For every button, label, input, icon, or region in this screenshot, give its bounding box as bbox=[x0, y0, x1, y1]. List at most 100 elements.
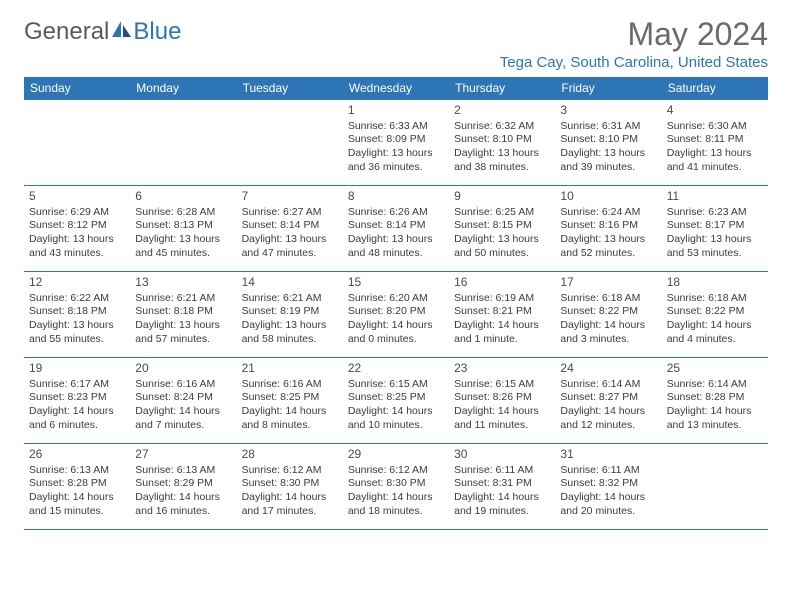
day-cell: 16Sunrise: 6:19 AMSunset: 8:21 PMDayligh… bbox=[449, 272, 555, 358]
day-info: Sunrise: 6:31 AMSunset: 8:10 PMDaylight:… bbox=[560, 120, 656, 175]
empty-cell bbox=[237, 100, 343, 186]
day-info: Sunrise: 6:11 AMSunset: 8:31 PMDaylight:… bbox=[454, 464, 550, 519]
day-info: Sunrise: 6:14 AMSunset: 8:27 PMDaylight:… bbox=[560, 378, 656, 433]
day-cell: 29Sunrise: 6:12 AMSunset: 8:30 PMDayligh… bbox=[343, 444, 449, 530]
day-cell: 2Sunrise: 6:32 AMSunset: 8:10 PMDaylight… bbox=[449, 100, 555, 186]
title-block: May 2024 Tega Cay, South Carolina, Unite… bbox=[500, 18, 768, 71]
day-info: Sunrise: 6:15 AMSunset: 8:26 PMDaylight:… bbox=[454, 378, 550, 433]
day-info: Sunrise: 6:12 AMSunset: 8:30 PMDaylight:… bbox=[242, 464, 338, 519]
empty-cell bbox=[24, 100, 130, 186]
month-title: May 2024 bbox=[500, 18, 768, 50]
logo-sail-icon bbox=[111, 18, 133, 46]
day-number: 7 bbox=[242, 189, 338, 205]
day-cell: 27Sunrise: 6:13 AMSunset: 8:29 PMDayligh… bbox=[130, 444, 236, 530]
calendar-row: 5Sunrise: 6:29 AMSunset: 8:12 PMDaylight… bbox=[24, 186, 768, 272]
day-info: Sunrise: 6:13 AMSunset: 8:29 PMDaylight:… bbox=[135, 464, 231, 519]
day-number: 21 bbox=[242, 361, 338, 377]
day-cell: 1Sunrise: 6:33 AMSunset: 8:09 PMDaylight… bbox=[343, 100, 449, 186]
day-number: 5 bbox=[29, 189, 125, 205]
logo-text-general: General bbox=[24, 18, 109, 46]
day-info: Sunrise: 6:22 AMSunset: 8:18 PMDaylight:… bbox=[29, 292, 125, 347]
calendar-row: 12Sunrise: 6:22 AMSunset: 8:18 PMDayligh… bbox=[24, 272, 768, 358]
day-info: Sunrise: 6:29 AMSunset: 8:12 PMDaylight:… bbox=[29, 206, 125, 261]
day-info: Sunrise: 6:20 AMSunset: 8:20 PMDaylight:… bbox=[348, 292, 444, 347]
calendar-row: 1Sunrise: 6:33 AMSunset: 8:09 PMDaylight… bbox=[24, 100, 768, 186]
day-cell: 18Sunrise: 6:18 AMSunset: 8:22 PMDayligh… bbox=[662, 272, 768, 358]
day-info: Sunrise: 6:30 AMSunset: 8:11 PMDaylight:… bbox=[667, 120, 763, 175]
day-number: 22 bbox=[348, 361, 444, 377]
day-info: Sunrise: 6:17 AMSunset: 8:23 PMDaylight:… bbox=[29, 378, 125, 433]
empty-cell bbox=[662, 444, 768, 530]
day-number: 26 bbox=[29, 447, 125, 463]
day-number: 14 bbox=[242, 275, 338, 291]
day-cell: 30Sunrise: 6:11 AMSunset: 8:31 PMDayligh… bbox=[449, 444, 555, 530]
day-cell: 14Sunrise: 6:21 AMSunset: 8:19 PMDayligh… bbox=[237, 272, 343, 358]
logo: General Blue bbox=[24, 18, 181, 46]
day-number: 2 bbox=[454, 103, 550, 119]
day-number: 10 bbox=[560, 189, 656, 205]
day-info: Sunrise: 6:11 AMSunset: 8:32 PMDaylight:… bbox=[560, 464, 656, 519]
day-cell: 20Sunrise: 6:16 AMSunset: 8:24 PMDayligh… bbox=[130, 358, 236, 444]
day-header: Thursday bbox=[449, 77, 555, 100]
day-cell: 26Sunrise: 6:13 AMSunset: 8:28 PMDayligh… bbox=[24, 444, 130, 530]
day-info: Sunrise: 6:24 AMSunset: 8:16 PMDaylight:… bbox=[560, 206, 656, 261]
day-cell: 8Sunrise: 6:26 AMSunset: 8:14 PMDaylight… bbox=[343, 186, 449, 272]
day-cell: 17Sunrise: 6:18 AMSunset: 8:22 PMDayligh… bbox=[555, 272, 661, 358]
day-number: 16 bbox=[454, 275, 550, 291]
day-info: Sunrise: 6:13 AMSunset: 8:28 PMDaylight:… bbox=[29, 464, 125, 519]
day-number: 17 bbox=[560, 275, 656, 291]
day-cell: 3Sunrise: 6:31 AMSunset: 8:10 PMDaylight… bbox=[555, 100, 661, 186]
day-info: Sunrise: 6:26 AMSunset: 8:14 PMDaylight:… bbox=[348, 206, 444, 261]
day-number: 4 bbox=[667, 103, 763, 119]
day-cell: 25Sunrise: 6:14 AMSunset: 8:28 PMDayligh… bbox=[662, 358, 768, 444]
day-header: Friday bbox=[555, 77, 661, 100]
day-cell: 31Sunrise: 6:11 AMSunset: 8:32 PMDayligh… bbox=[555, 444, 661, 530]
day-cell: 21Sunrise: 6:16 AMSunset: 8:25 PMDayligh… bbox=[237, 358, 343, 444]
day-number: 23 bbox=[454, 361, 550, 377]
day-cell: 24Sunrise: 6:14 AMSunset: 8:27 PMDayligh… bbox=[555, 358, 661, 444]
logo-text-blue: Blue bbox=[133, 18, 181, 46]
day-number: 12 bbox=[29, 275, 125, 291]
day-header: Wednesday bbox=[343, 77, 449, 100]
day-info: Sunrise: 6:25 AMSunset: 8:15 PMDaylight:… bbox=[454, 206, 550, 261]
day-info: Sunrise: 6:18 AMSunset: 8:22 PMDaylight:… bbox=[560, 292, 656, 347]
day-info: Sunrise: 6:14 AMSunset: 8:28 PMDaylight:… bbox=[667, 378, 763, 433]
day-info: Sunrise: 6:28 AMSunset: 8:13 PMDaylight:… bbox=[135, 206, 231, 261]
day-cell: 6Sunrise: 6:28 AMSunset: 8:13 PMDaylight… bbox=[130, 186, 236, 272]
day-cell: 28Sunrise: 6:12 AMSunset: 8:30 PMDayligh… bbox=[237, 444, 343, 530]
day-info: Sunrise: 6:15 AMSunset: 8:25 PMDaylight:… bbox=[348, 378, 444, 433]
empty-cell bbox=[130, 100, 236, 186]
day-info: Sunrise: 6:21 AMSunset: 8:18 PMDaylight:… bbox=[135, 292, 231, 347]
day-cell: 10Sunrise: 6:24 AMSunset: 8:16 PMDayligh… bbox=[555, 186, 661, 272]
day-header: Tuesday bbox=[237, 77, 343, 100]
day-info: Sunrise: 6:12 AMSunset: 8:30 PMDaylight:… bbox=[348, 464, 444, 519]
day-header: Sunday bbox=[24, 77, 130, 100]
day-info: Sunrise: 6:16 AMSunset: 8:25 PMDaylight:… bbox=[242, 378, 338, 433]
day-info: Sunrise: 6:27 AMSunset: 8:14 PMDaylight:… bbox=[242, 206, 338, 261]
day-cell: 7Sunrise: 6:27 AMSunset: 8:14 PMDaylight… bbox=[237, 186, 343, 272]
day-number: 28 bbox=[242, 447, 338, 463]
day-cell: 13Sunrise: 6:21 AMSunset: 8:18 PMDayligh… bbox=[130, 272, 236, 358]
day-info: Sunrise: 6:21 AMSunset: 8:19 PMDaylight:… bbox=[242, 292, 338, 347]
day-info: Sunrise: 6:32 AMSunset: 8:10 PMDaylight:… bbox=[454, 120, 550, 175]
day-number: 31 bbox=[560, 447, 656, 463]
day-info: Sunrise: 6:23 AMSunset: 8:17 PMDaylight:… bbox=[667, 206, 763, 261]
calendar-row: 26Sunrise: 6:13 AMSunset: 8:28 PMDayligh… bbox=[24, 444, 768, 530]
header: General Blue May 2024 Tega Cay, South Ca… bbox=[24, 18, 768, 71]
day-cell: 11Sunrise: 6:23 AMSunset: 8:17 PMDayligh… bbox=[662, 186, 768, 272]
day-number: 27 bbox=[135, 447, 231, 463]
location: Tega Cay, South Carolina, United States bbox=[500, 54, 768, 71]
calendar-row: 19Sunrise: 6:17 AMSunset: 8:23 PMDayligh… bbox=[24, 358, 768, 444]
day-number: 8 bbox=[348, 189, 444, 205]
day-number: 19 bbox=[29, 361, 125, 377]
day-info: Sunrise: 6:18 AMSunset: 8:22 PMDaylight:… bbox=[667, 292, 763, 347]
day-number: 24 bbox=[560, 361, 656, 377]
day-cell: 12Sunrise: 6:22 AMSunset: 8:18 PMDayligh… bbox=[24, 272, 130, 358]
day-number: 18 bbox=[667, 275, 763, 291]
day-number: 6 bbox=[135, 189, 231, 205]
day-header: Saturday bbox=[662, 77, 768, 100]
day-number: 30 bbox=[454, 447, 550, 463]
day-number: 11 bbox=[667, 189, 763, 205]
day-cell: 22Sunrise: 6:15 AMSunset: 8:25 PMDayligh… bbox=[343, 358, 449, 444]
day-number: 13 bbox=[135, 275, 231, 291]
